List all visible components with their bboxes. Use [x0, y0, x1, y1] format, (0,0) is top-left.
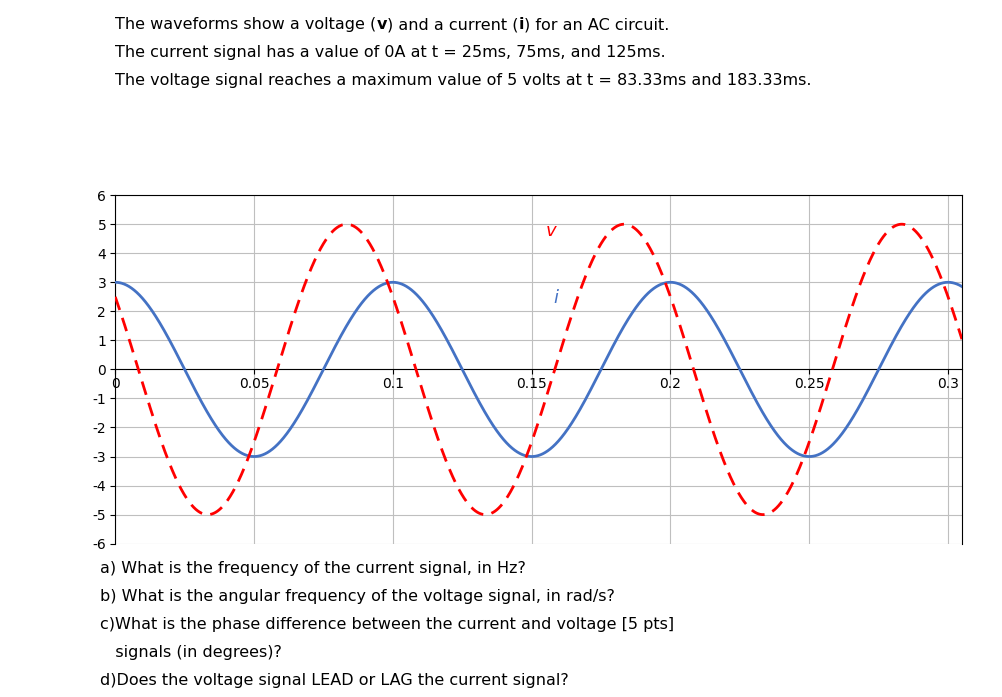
- Text: v: v: [545, 222, 556, 240]
- Text: i: i: [554, 289, 559, 307]
- Text: d)Does the voltage signal LEAD or LAG the current signal?: d)Does the voltage signal LEAD or LAG th…: [100, 673, 569, 688]
- Text: The voltage signal reaches a maximum value of 5 volts at t = 83.33ms and 183.33m: The voltage signal reaches a maximum val…: [115, 73, 812, 89]
- Text: ) and a current (: ) and a current (: [387, 17, 518, 33]
- Text: signals (in degrees)?: signals (in degrees)?: [100, 645, 283, 660]
- Text: The waveforms show a voltage (: The waveforms show a voltage (: [115, 17, 377, 33]
- Text: b) What is the angular frequency of the voltage signal, in rad/s?: b) What is the angular frequency of the …: [100, 589, 615, 604]
- Text: a) What is the frequency of the current signal, in Hz?: a) What is the frequency of the current …: [100, 561, 526, 576]
- Text: v: v: [377, 17, 387, 33]
- Text: c)What is the phase difference between the current and voltage [5 pts]: c)What is the phase difference between t…: [100, 617, 674, 632]
- Text: The current signal has a value of 0A at t = 25ms, 75ms, and 125ms.: The current signal has a value of 0A at …: [115, 45, 666, 61]
- Text: ) for an AC circuit.: ) for an AC circuit.: [524, 17, 669, 33]
- Text: i: i: [518, 17, 524, 33]
